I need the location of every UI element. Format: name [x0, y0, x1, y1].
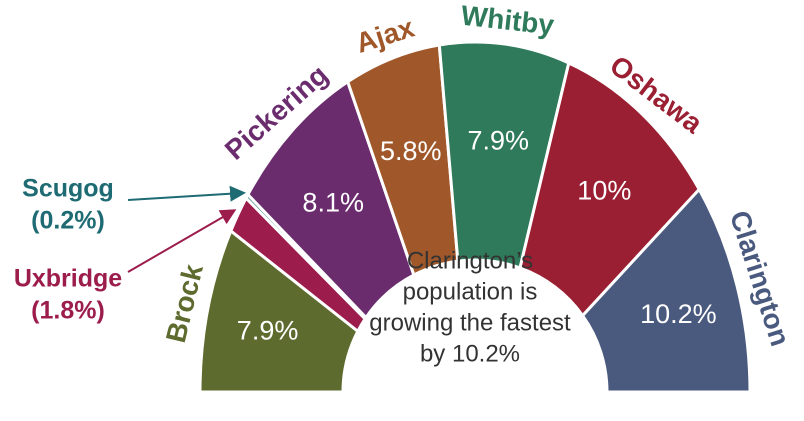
- value-label: 8.1%: [302, 187, 364, 217]
- arrow: [127, 209, 237, 273]
- segment: [437, 40, 571, 270]
- segment: [345, 43, 460, 278]
- center-text: population is: [403, 278, 538, 305]
- value-label: (1.8%): [31, 297, 105, 325]
- center-text: growing the fastest: [369, 309, 571, 336]
- category-label: Brock: [160, 261, 209, 346]
- category-label: Uxbridge: [14, 265, 122, 293]
- center-text: by 10.2%: [420, 340, 520, 367]
- value-label: 5.8%: [380, 136, 442, 166]
- category-label: Scugog: [22, 175, 114, 203]
- value-label: 10%: [577, 175, 631, 205]
- value-label: 7.9%: [237, 316, 299, 346]
- segment: [518, 60, 702, 318]
- value-label: 10.2%: [640, 299, 717, 329]
- arrow: [127, 185, 247, 202]
- value-label: (0.2%): [31, 207, 105, 235]
- center-text: Clarington’s: [407, 247, 533, 274]
- category-label: Whitby: [459, 0, 556, 41]
- segment: [198, 228, 360, 394]
- segment: [246, 79, 416, 320]
- value-label: 7.9%: [467, 126, 529, 156]
- segment: [580, 186, 752, 394]
